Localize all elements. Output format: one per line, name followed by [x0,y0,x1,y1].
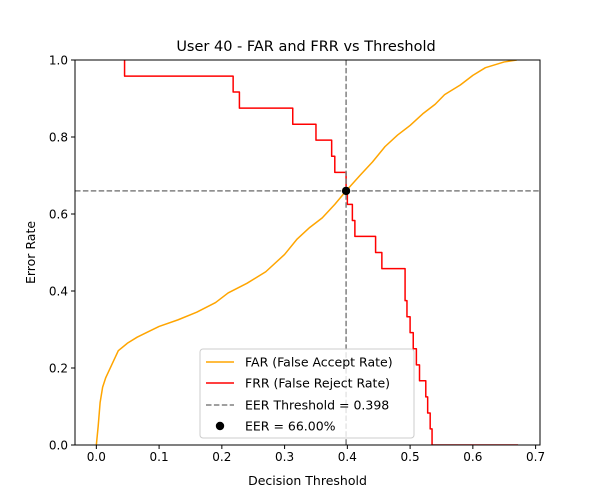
x-tick-label: 0.2 [212,450,231,464]
x-tick-label: 0.6 [463,450,482,464]
legend-label: FRR (False Reject Rate) [245,375,390,390]
x-tick-label: 0.0 [87,450,106,464]
chart-title: User 40 - FAR and FRR vs Threshold [176,39,435,55]
y-tick-label: 0.4 [49,284,68,298]
x-tick-label: 0.3 [275,450,294,464]
legend-entry: EER Threshold = 0.398 [206,397,389,412]
legend-box [199,348,415,439]
legend-entry: EER = 66.00% [215,418,336,433]
legend-entry: FRR (False Reject Rate) [206,375,390,390]
far-series-line [95,60,517,445]
x-axis-ticks: 0.0 0.1 0.2 0.3 0.4 0.5 0.6 0.7 [87,445,545,464]
y-tick-label: 0.0 [49,438,68,452]
axes-frame [74,59,541,446]
x-tick-label: 0.5 [401,450,420,464]
y-axis-label: Error Rate [23,221,38,284]
legend-label: EER = 66.00% [245,418,336,433]
y-tick-label: 0.8 [49,130,68,144]
legend: FAR (False Accept Rate) FRR (False Reject… [199,348,415,439]
y-tick-label: 0.2 [49,361,68,375]
legend-label: EER Threshold = 0.398 [245,397,389,412]
plot-area [74,59,541,446]
y-tick-label: 1.0 [49,53,68,67]
eer-point-marker [341,186,351,196]
y-axis-ticks: 0.0 0.2 0.4 0.6 0.8 1.0 [49,53,75,452]
series-layer [75,60,540,445]
x-tick-label: 0.7 [526,450,545,464]
x-tick-label: 0.1 [150,450,169,464]
x-axis-label: Decision Threshold [248,473,367,488]
legend-label: FAR (False Accept Rate) [245,354,393,369]
x-tick-label: 0.4 [338,450,357,464]
y-tick-label: 0.6 [49,207,68,221]
frr-series-line [123,60,519,445]
legend-entry: FAR (False Accept Rate) [206,354,393,369]
legend-marker [215,421,225,431]
